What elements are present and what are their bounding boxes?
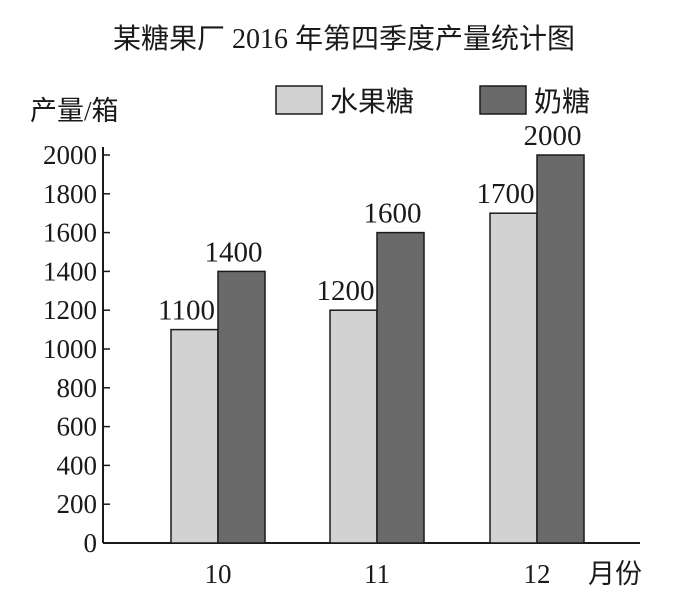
legend-label-series-2: 奶糖	[534, 86, 590, 118]
chart-title: 某糖果厂 2016 年第四季度产量统计图	[113, 23, 575, 55]
x-tick-label: 12	[524, 559, 551, 589]
bar-series-2	[217, 270, 266, 544]
x-tick-label: 10	[205, 559, 232, 589]
legend: 水果糖 奶糖	[275, 85, 590, 118]
data-label-series-2: 2000	[524, 120, 582, 152]
y-axis-label: 产量/箱	[30, 96, 119, 126]
bar-series-1	[489, 212, 538, 544]
x-axis-label: 月份	[588, 559, 642, 589]
y-tick-label: 2000	[43, 140, 97, 170]
y-tick-label: 1000	[43, 334, 97, 364]
plot-area: 0 200 400 600 800 1000 1200 1400 1600 1800 2000 10 1…	[43, 120, 640, 589]
y-tick-label: 200	[57, 489, 98, 519]
y-tick-label: 400	[57, 450, 98, 480]
y-tick-label: 1600	[43, 218, 97, 248]
y-tick-label: 1200	[43, 295, 97, 325]
x-tick-label: 11	[364, 559, 390, 589]
y-tick-label: 1400	[43, 256, 97, 286]
data-label-series-2: 1600	[364, 198, 422, 230]
y-tick-label: 1800	[43, 179, 97, 209]
data-label-series-1: 1100	[158, 295, 215, 327]
bar-series-2	[376, 231, 425, 544]
y-tick-label: 0	[84, 528, 98, 558]
bar-series-1	[170, 328, 219, 544]
legend-label-series-1: 水果糖	[330, 86, 414, 118]
bar-series-2	[536, 154, 585, 544]
legend-swatch-series-1	[275, 85, 323, 115]
data-label-series-1: 1700	[477, 178, 535, 210]
y-tick-label: 800	[57, 373, 98, 403]
bar-series-1	[329, 309, 378, 544]
data-label-series-1: 1200	[317, 275, 375, 307]
legend-swatch-series-2	[479, 85, 527, 115]
y-tick-label: 600	[57, 412, 98, 442]
data-label-series-2: 1400	[205, 236, 263, 268]
